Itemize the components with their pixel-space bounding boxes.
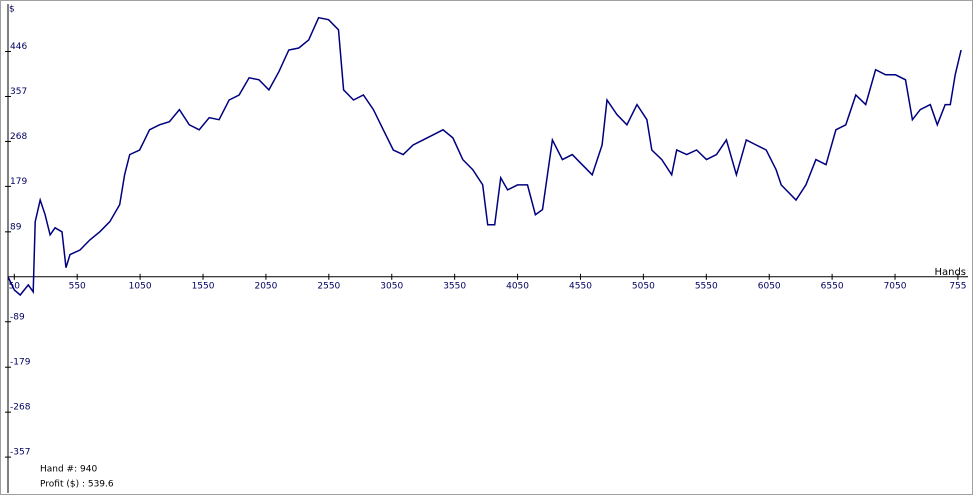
y-tick-label: -179 [10,358,31,368]
x-tick-label: 7050 [884,281,907,291]
x-tick-label: 1050 [129,281,152,291]
y-tick-label: 357 [10,87,27,97]
status-profit: Profit ($) : 539.6 [40,480,114,490]
profit-line [7,16,962,297]
y-tick-label: -357 [10,448,30,458]
status-hand: Hand #: 940 [40,465,97,475]
y-tick-label: 446 [10,42,27,52]
y-tick-label: -89 [10,312,25,322]
x-axis-label: Hands [934,267,966,278]
y-tick-label: 268 [10,132,27,142]
y-tick-label: -268 [10,403,31,413]
x-tick-label: 4550 [569,281,592,291]
y-tick-label: 179 [10,177,27,187]
x-tick-label: 3550 [443,281,466,291]
x-tick-label: 550 [69,281,86,291]
x-tick-label: 1550 [192,281,215,291]
x-tick-label: 4050 [506,281,529,291]
y-tick-label: 89 [10,222,22,232]
x-tick-label: 5550 [695,281,718,291]
x-tick-label: 6050 [758,281,781,291]
x-tick-label: 2550 [317,281,340,291]
x-tick-label: 50 [9,281,21,291]
y-axis-label: $ [9,5,15,15]
x-tick-label: 6550 [821,281,844,291]
x-tick-label: 3050 [380,281,403,291]
x-tick-label: 755 [949,281,966,291]
x-tick-label: 5050 [632,281,655,291]
x-tick-label: 2050 [254,281,277,291]
